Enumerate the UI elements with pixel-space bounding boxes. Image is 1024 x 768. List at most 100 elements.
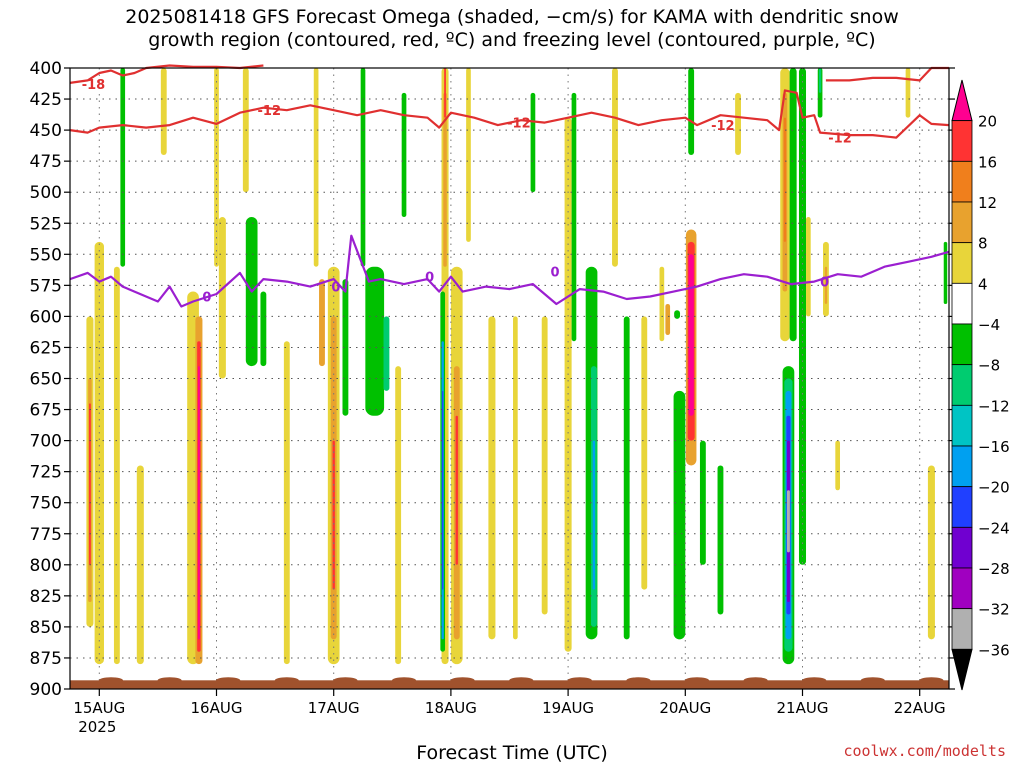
x-tick-label: 21AUG bbox=[777, 699, 829, 717]
x-tick-label: 15AUG bbox=[73, 699, 125, 717]
contour-label: 0 bbox=[820, 276, 829, 291]
y-tick-label: 550 bbox=[30, 245, 62, 265]
omega-cell-34 bbox=[442, 390, 444, 590]
omega-cell-37 bbox=[455, 415, 458, 565]
colorbar-swatch bbox=[951, 242, 973, 284]
omega-cell-47 bbox=[592, 440, 596, 590]
omega-cell-18 bbox=[313, 68, 319, 267]
omega-cell-30 bbox=[443, 92, 447, 267]
contour-label: -12 bbox=[507, 117, 531, 132]
ground-bump bbox=[157, 677, 182, 684]
y-tick-label: 800 bbox=[30, 556, 62, 576]
ground-bump bbox=[685, 677, 710, 684]
colorbar-swatch bbox=[951, 445, 973, 488]
colorbar: 20 16 12 8 4 −4 −8 −12 −16 −20 −24 −28 −32 −36 bbox=[951, 79, 1010, 691]
omega-cell-3 bbox=[89, 403, 91, 565]
omega-cell-40 bbox=[513, 316, 518, 640]
omega-cell-5 bbox=[136, 465, 144, 665]
colorbar-label: −20 bbox=[978, 479, 1010, 497]
colorbar-label: −28 bbox=[978, 560, 1010, 578]
colorbar-label: 4 bbox=[978, 275, 988, 293]
x-tick-label: 20AUG bbox=[659, 699, 711, 717]
colorbar-label: −36 bbox=[978, 641, 1010, 659]
omega-cell-17 bbox=[283, 341, 290, 665]
omega-cell-74 bbox=[806, 217, 811, 317]
contour-label: -12 bbox=[711, 119, 735, 134]
omega-cell-39 bbox=[488, 316, 496, 640]
y-tick-label: 875 bbox=[30, 649, 62, 669]
omega-cell-42 bbox=[541, 316, 548, 615]
omega-cell-23 bbox=[342, 279, 349, 416]
omega-cell-51 bbox=[659, 266, 665, 342]
omega-cell-72 bbox=[786, 490, 790, 553]
omega-cell-38 bbox=[466, 68, 471, 242]
ground-fill bbox=[70, 680, 949, 689]
contour-label: -12 bbox=[258, 104, 282, 119]
omega-cell-58 bbox=[665, 303, 671, 336]
omega-cell-31 bbox=[444, 68, 446, 118]
omega-cell-76 bbox=[824, 266, 828, 304]
contour-label: 0 bbox=[202, 291, 211, 306]
colorbar-swatch bbox=[951, 404, 973, 447]
y-tick-label: 575 bbox=[30, 276, 62, 296]
ground-bump bbox=[743, 677, 768, 684]
contour-label: 0 bbox=[331, 281, 340, 296]
omega-cell-49 bbox=[623, 316, 630, 640]
colorbar-swatch bbox=[951, 160, 973, 203]
omega-cell-48 bbox=[612, 68, 618, 267]
x-tick-label: 18AUG bbox=[425, 699, 477, 717]
ground-bump bbox=[99, 677, 124, 684]
colorbar-label: 8 bbox=[978, 235, 988, 253]
colorbar-swatch bbox=[951, 567, 973, 610]
omega-cell-21 bbox=[332, 440, 335, 590]
contour-label: -12 bbox=[828, 132, 852, 147]
colorbar-swatch bbox=[951, 526, 973, 569]
y-tick-label: 600 bbox=[30, 307, 62, 327]
colorbar-label: 16 bbox=[978, 153, 997, 171]
y-tick-label: 900 bbox=[30, 680, 62, 700]
omega-cell-78 bbox=[818, 68, 822, 93]
x-tick-label: 16AUG bbox=[191, 699, 243, 717]
omega-cell-25 bbox=[365, 266, 385, 416]
colorbar-swatch bbox=[951, 364, 973, 406]
omega-cell-82 bbox=[943, 241, 948, 304]
y-tick-label: 650 bbox=[30, 370, 62, 390]
y-tick-label: 700 bbox=[30, 432, 62, 452]
credit-text[interactable]: coolwx.com/modelts bbox=[843, 742, 1006, 760]
omega-cell-43 bbox=[564, 117, 572, 652]
colorbar-swatch bbox=[951, 282, 973, 325]
omega-cell-80 bbox=[905, 68, 911, 118]
chart-title-line-1: 2025081418 GFS Forecast Omega (shaded, −… bbox=[125, 6, 899, 28]
ground-bump bbox=[802, 677, 827, 684]
ground-bump bbox=[450, 677, 475, 684]
colorbar-top-arrow bbox=[951, 79, 973, 122]
x-axis-label: Forecast Time (UTC) bbox=[416, 742, 608, 764]
colorbar-swatch bbox=[951, 323, 973, 366]
contour-layer: -18 -12 0 -12 -12 -12 0 0 0 0 bbox=[69, 64, 950, 308]
omega-cell-24 bbox=[360, 68, 366, 267]
omega-cell-54 bbox=[688, 68, 695, 155]
omega-cell-27 bbox=[401, 92, 407, 218]
colorbar-label: 12 bbox=[978, 194, 997, 212]
omega-shading-layer bbox=[86, 68, 948, 665]
colorbar-swatch bbox=[951, 201, 973, 244]
colorbar-label: 20 bbox=[978, 113, 997, 131]
ground-strip bbox=[70, 677, 949, 689]
colorbar-label: −24 bbox=[978, 519, 1010, 537]
y-tick-label: 775 bbox=[30, 525, 62, 545]
omega-cell-61 bbox=[717, 465, 724, 615]
y-tick-label: 850 bbox=[30, 618, 62, 638]
y-tick-label: 725 bbox=[30, 463, 62, 483]
omega-cell-7 bbox=[160, 68, 167, 155]
y-tick-label: 625 bbox=[30, 338, 62, 358]
omega-cell-11 bbox=[198, 366, 200, 640]
omega-cell-53 bbox=[673, 390, 686, 640]
colorbar-swatch bbox=[951, 486, 973, 528]
colorbar-label: −4 bbox=[978, 316, 1000, 334]
omega-cell-14 bbox=[260, 291, 267, 367]
ground-bump bbox=[860, 677, 885, 684]
chart-title-line-2: growth region (contoured, red, ºC) and f… bbox=[148, 29, 876, 51]
omega-cell-66 bbox=[789, 68, 797, 342]
